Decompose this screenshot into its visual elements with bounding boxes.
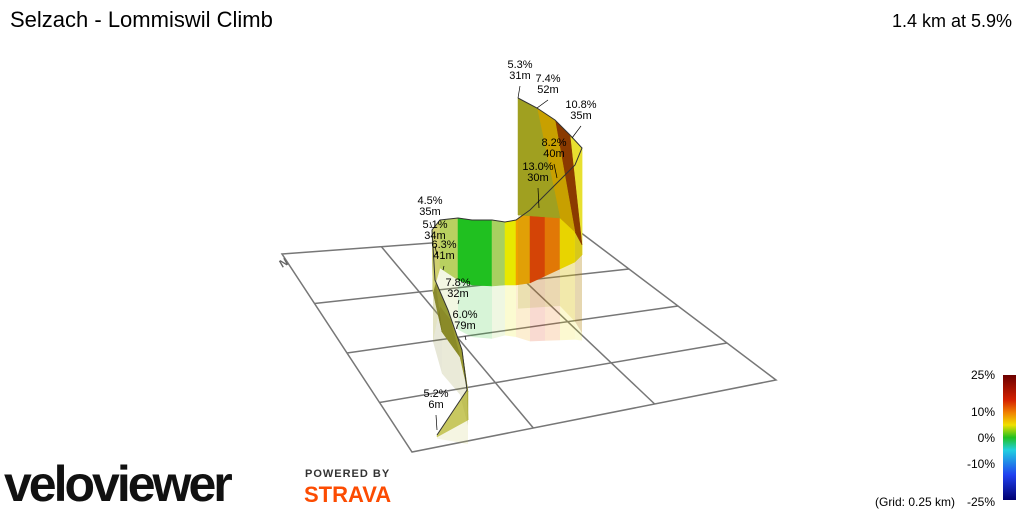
grade-label: 5.1% — [422, 219, 447, 231]
partner-logo: STRAVA — [304, 482, 391, 507]
grade-label: 5.2% — [423, 388, 448, 400]
grid-line — [314, 268, 630, 305]
summary: 1.4 km at 5.9% — [892, 11, 1012, 31]
grade-label: 4.5% — [417, 195, 442, 207]
grade-label: 6.0% — [452, 309, 477, 321]
grade-label: 7.4% — [535, 73, 560, 85]
wall-reflection — [433, 292, 442, 374]
wall-reflection — [505, 285, 516, 337]
wall-segment — [504, 219, 517, 286]
length-label: 35m — [570, 110, 591, 122]
wall-reflection — [458, 280, 472, 337]
wall-segment — [491, 219, 506, 287]
grid-line — [379, 342, 728, 404]
length-label: 31m — [509, 70, 530, 82]
wall-reflection — [575, 232, 582, 333]
leader-line — [537, 187, 540, 209]
wall-top — [431, 97, 583, 436]
grade-label: 6.3% — [431, 239, 456, 251]
wall-reflection — [492, 285, 505, 339]
leader-line — [553, 163, 558, 179]
scale-label: -10% — [967, 457, 995, 471]
grade-label: 5.3% — [507, 59, 532, 71]
leader-line — [429, 221, 433, 229]
grade-label: 8.2% — [541, 137, 566, 149]
leader-line — [457, 299, 460, 305]
leader-line — [435, 414, 438, 431]
wall-reflection — [518, 215, 560, 309]
length-label: 35m — [419, 206, 440, 218]
wall-reflection — [560, 262, 575, 341]
length-label: 34m — [424, 230, 445, 242]
length-label: 32m — [447, 288, 468, 300]
grid-note: (Grid: 0.25 km) — [875, 495, 955, 509]
compass-label: N — [278, 256, 291, 270]
length-label: 40m — [543, 148, 564, 160]
grade-label: 7.8% — [445, 277, 470, 289]
wall-segment — [457, 217, 473, 286]
wall-reflection — [442, 332, 460, 395]
length-label: 6m — [428, 399, 443, 411]
leader-line — [536, 99, 549, 109]
wall-segment — [471, 219, 493, 287]
scale-label: 10% — [971, 405, 995, 419]
grid-line — [346, 305, 679, 354]
wall-reflection — [575, 255, 582, 341]
leader-line — [571, 125, 582, 139]
scale-label: -25% — [967, 495, 995, 509]
wall-reflection — [437, 420, 468, 444]
leader-line — [442, 265, 445, 271]
scale-label: 25% — [971, 368, 995, 382]
leader-line — [517, 85, 521, 99]
leader-line — [434, 245, 438, 256]
scale-label: 0% — [978, 431, 996, 445]
wall-reflection — [560, 218, 575, 322]
wall-reflection — [530, 276, 545, 342]
powered-by: POWERED BY — [305, 468, 390, 480]
title: Selzach - Lommiswil Climb — [10, 7, 273, 32]
wall-reflection — [440, 268, 458, 330]
length-label: 41m — [433, 250, 454, 262]
leader-line — [464, 335, 467, 341]
length-label: 52m — [537, 84, 558, 96]
grade-label: 10.8% — [565, 99, 596, 111]
length-label: 79m — [454, 320, 475, 332]
compass: N — [278, 256, 291, 270]
color-scale — [1003, 375, 1016, 500]
wall-reflection — [472, 285, 492, 339]
grade-label: 13.0% — [522, 161, 553, 173]
wall-reflection — [516, 283, 530, 342]
wall-reflection — [460, 357, 468, 426]
wall-reflection — [545, 269, 560, 341]
length-label: 30m — [527, 172, 548, 184]
logo: veloviewer — [4, 456, 232, 512]
